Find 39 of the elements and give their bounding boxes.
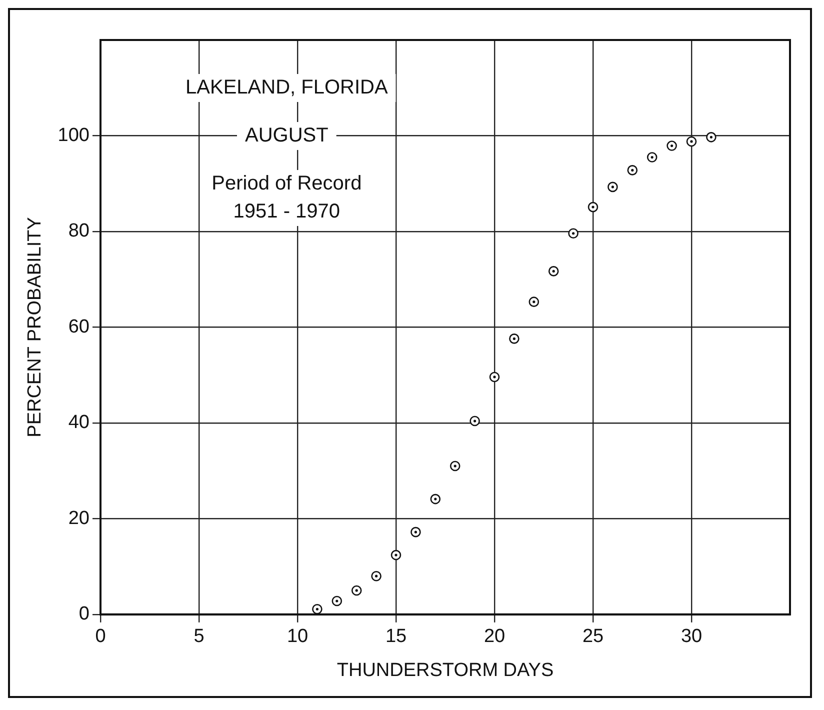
x-tick-label: 15 (385, 626, 407, 648)
text: AUGUST (244, 124, 328, 147)
point (528, 296, 540, 307)
point (332, 596, 342, 606)
y-tick-label: 0 (78, 604, 90, 625)
point (548, 266, 559, 276)
point (390, 550, 402, 560)
y-tick-label: 80 (68, 220, 90, 242)
point (627, 165, 638, 176)
point (410, 526, 421, 538)
x-tick-label: 0 (95, 626, 106, 648)
point (450, 460, 460, 472)
y-tick-label: 40 (68, 412, 90, 434)
x-tick-label: 5 (194, 626, 204, 648)
point (608, 182, 618, 192)
x-tick-label: 30 (680, 626, 702, 648)
x-tick-label: 20 (484, 626, 506, 648)
point (646, 152, 658, 162)
point (706, 132, 716, 142)
point (351, 585, 362, 596)
point (568, 228, 578, 239)
y-axis-title: PERCENT PROBABILITY (24, 216, 46, 438)
point (509, 334, 520, 344)
point (371, 570, 382, 582)
x-tick-label: 10 (286, 626, 308, 648)
x-tick-label: 25 (582, 626, 604, 648)
y-tick-label: 100 (58, 124, 90, 146)
point (312, 604, 322, 614)
x-axis-title: THUNDERSTORM DAYS (336, 660, 554, 681)
y-tick-label: 60 (68, 316, 90, 338)
point (686, 136, 697, 147)
point (470, 416, 480, 426)
point (430, 494, 441, 504)
point (588, 202, 598, 212)
annotation: Period of Record 1951 - 1970 (212, 172, 362, 223)
y-tick-label: 20 (68, 508, 90, 529)
text: LAKELAND, FLORIDA (186, 76, 388, 99)
point (666, 140, 677, 151)
point (489, 372, 500, 382)
